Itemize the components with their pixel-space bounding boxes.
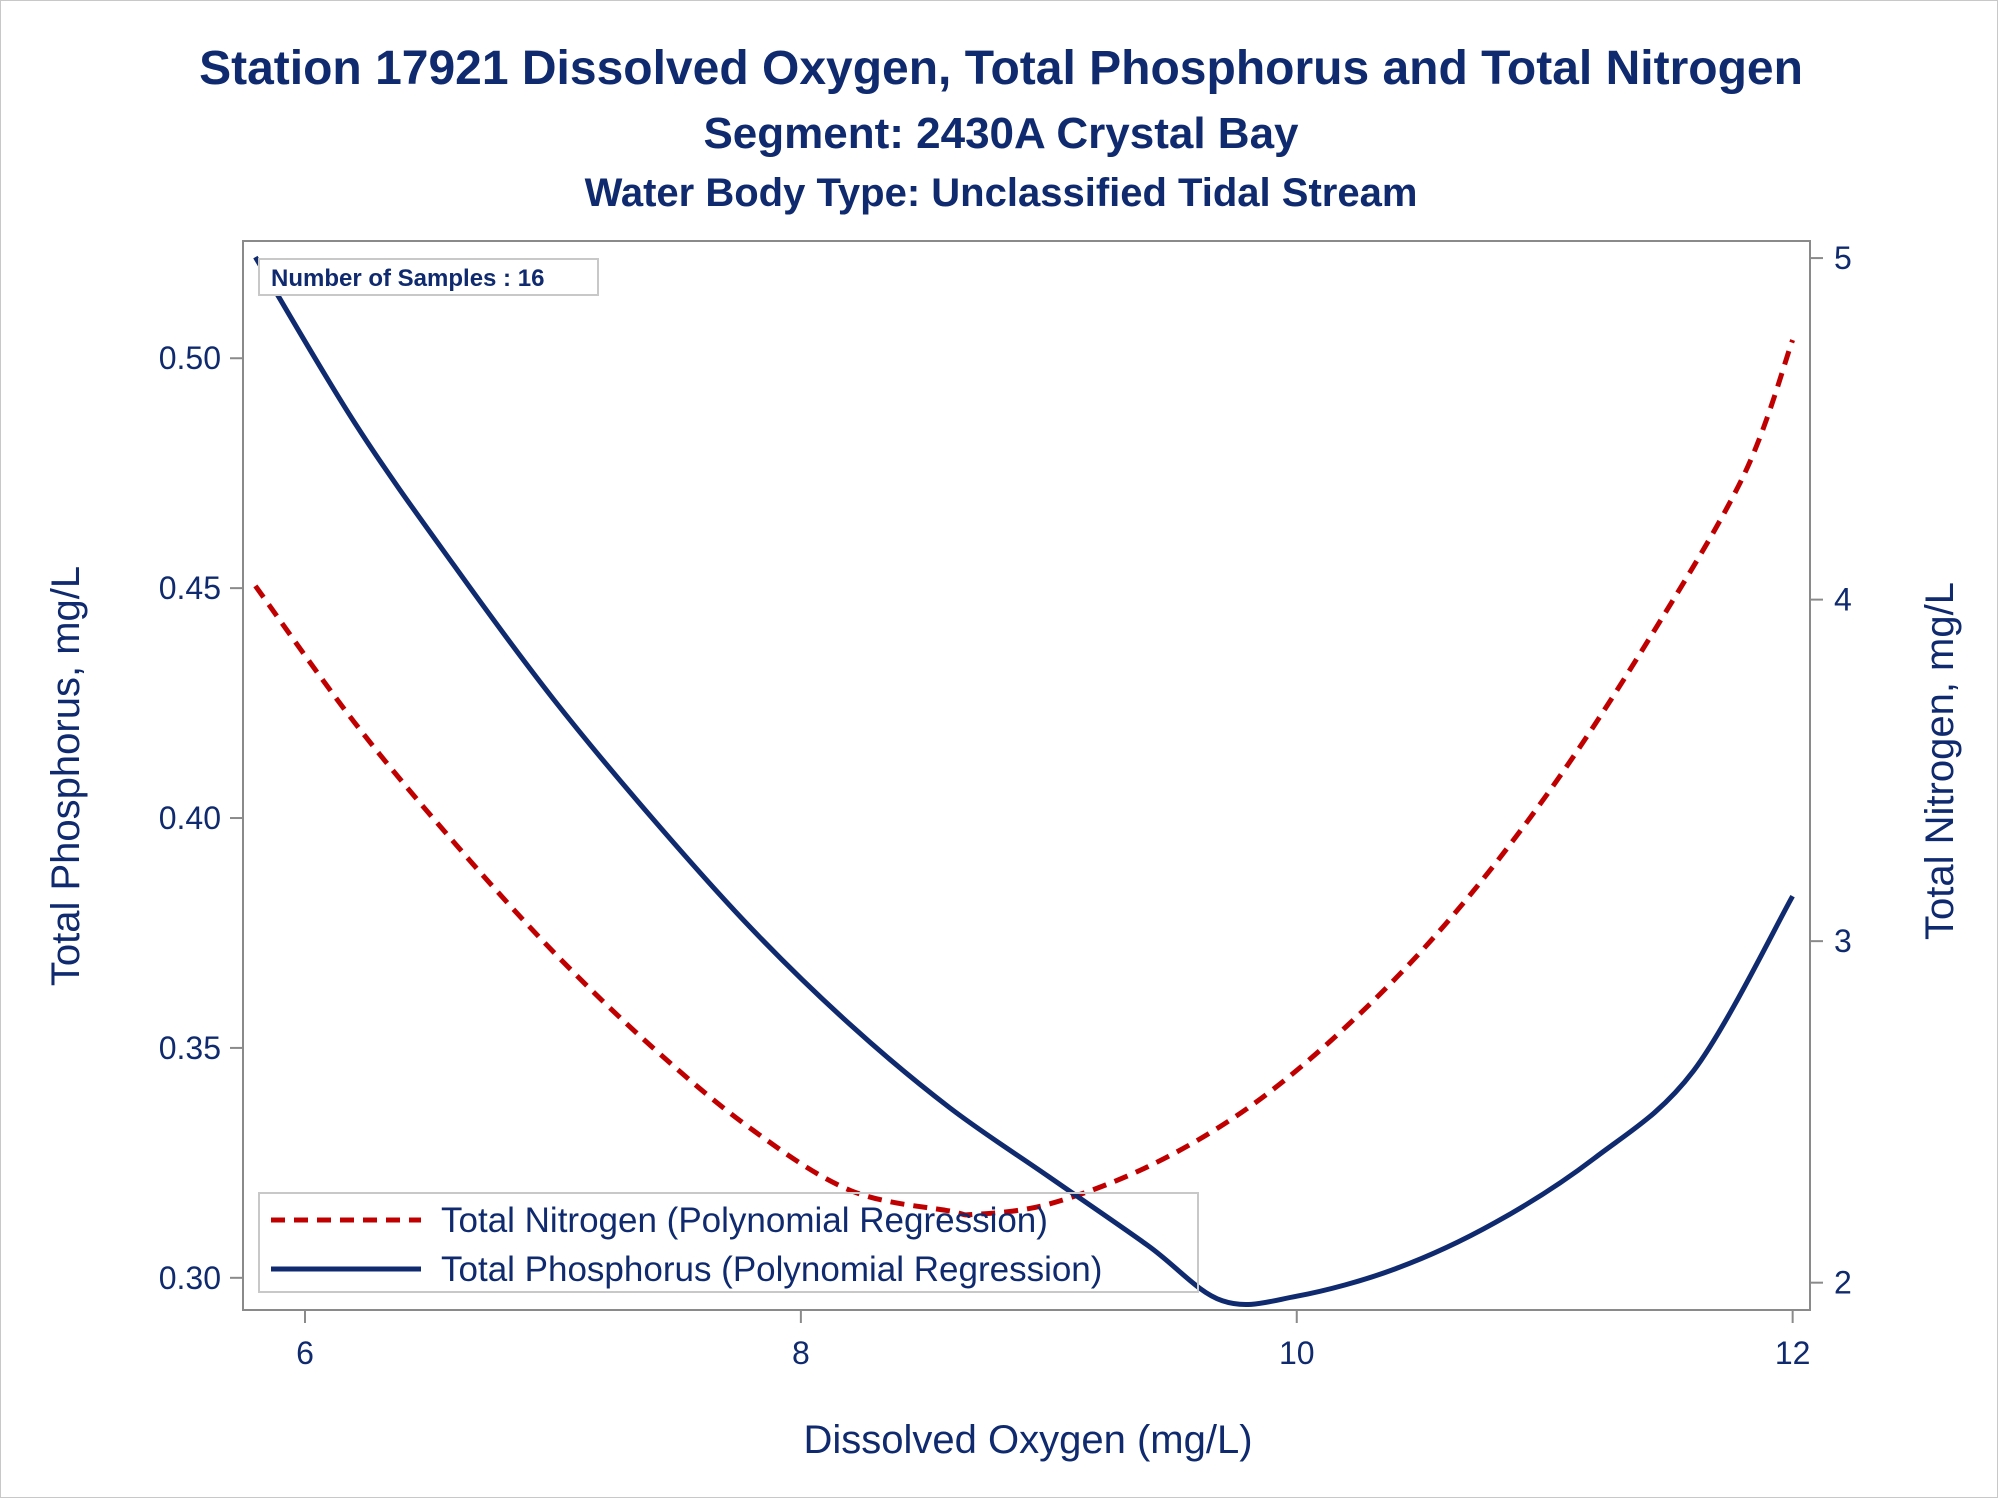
- y-left-tick-label: 0.40: [159, 800, 221, 836]
- y-right-tick-label: 5: [1834, 240, 1852, 276]
- y-left-tick-label: 0.30: [159, 1260, 221, 1296]
- x-axis-label: Dissolved Oxygen (mg/L): [803, 1418, 1252, 1462]
- x-tick-label: 12: [1775, 1335, 1811, 1371]
- y-axis-right: 2 3 4 5: [1810, 240, 1852, 1301]
- y-left-tick-label: 0.50: [159, 340, 221, 376]
- series-line-nitrogen: [253, 339, 1795, 1218]
- samples-annotation: Number of Samples : 16: [258, 258, 599, 296]
- samples-annotation-box: [258, 258, 599, 296]
- chart-subtitle: Segment: 2430A Crystal Bay: [703, 109, 1299, 158]
- legend-box: [258, 1192, 1199, 1293]
- x-tick-label: 8: [792, 1335, 810, 1371]
- y-axis-right-label: Total Nitrogen, mg/L: [1918, 582, 1962, 940]
- series-layer: [253, 255, 1795, 1308]
- y-right-tick-label: 4: [1834, 582, 1852, 618]
- x-tick-label: 10: [1279, 1335, 1315, 1371]
- chart-subtitle-2: Water Body Type: Unclassified Tidal Stre…: [585, 171, 1418, 215]
- chart-title: Station 17921 Dissolved Oxygen, Total Ph…: [199, 42, 1803, 95]
- y-right-tick-label: 3: [1834, 923, 1852, 959]
- legend: Total Nitrogen (Polynomial Regression) T…: [258, 1192, 1199, 1293]
- legend-label-nitrogen: Total Nitrogen (Polynomial Regression): [441, 1201, 1048, 1240]
- y-axis-left-label: Total Phosphorus, mg/L: [44, 566, 88, 986]
- y-left-tick-label: 0.45: [159, 570, 221, 606]
- y-left-tick-label: 0.35: [159, 1030, 221, 1066]
- plot-area: [242, 240, 1811, 1311]
- y-right-tick-label: 2: [1834, 1265, 1852, 1301]
- y-axis-left: 0.30 0.35 0.40 0.45 0.50: [159, 340, 243, 1296]
- samples-annotation-text: Number of Samples : 16: [271, 265, 544, 292]
- series-line-phosphorus: [253, 255, 1795, 1308]
- x-axis: 6 8 10 12: [296, 1310, 1810, 1371]
- x-tick-label: 6: [296, 1335, 314, 1371]
- legend-label-phosphorus: Total Phosphorus (Polynomial Regression): [441, 1250, 1102, 1289]
